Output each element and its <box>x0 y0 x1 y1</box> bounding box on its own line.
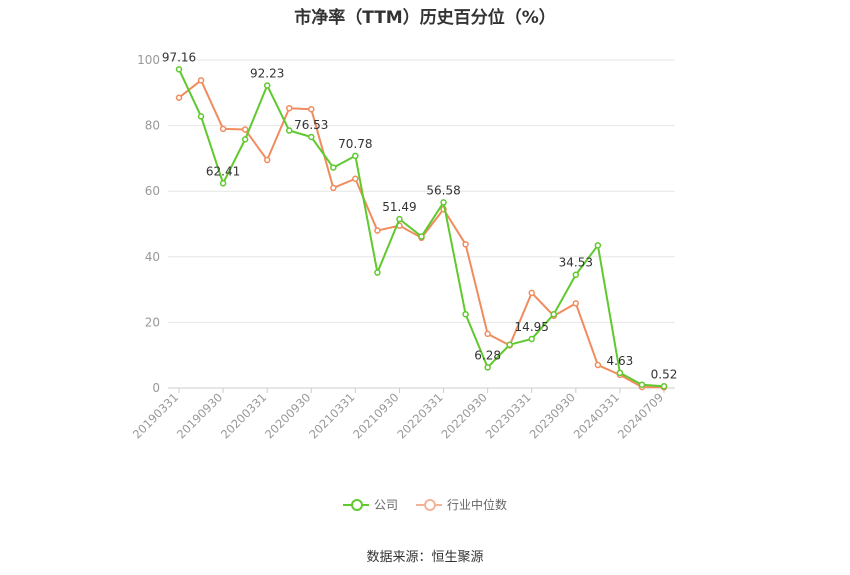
data-point-industry <box>197 77 205 84</box>
data-point-industry <box>219 125 227 133</box>
data-label: 14.95 <box>515 320 549 334</box>
legend-swatch-company <box>342 498 369 511</box>
data-point-company <box>660 383 668 390</box>
data-point-industry <box>484 330 491 338</box>
data-point-company <box>352 152 359 160</box>
data-label: 0.52 <box>651 367 678 381</box>
data-point-industry <box>241 126 249 133</box>
data-label: 92.23 <box>250 66 284 80</box>
x-tick-label: 20230930 <box>527 390 578 441</box>
legend-label-industry: 行业中位数 <box>447 498 508 512</box>
data-labels: 97.16 62.41 92.23 76.53 70.78 51.49 56.58 6.28 1… <box>162 50 678 381</box>
data-point-industry <box>594 361 602 369</box>
data-point-company <box>572 271 580 278</box>
legend-item-industry[interactable]: 行业中位数 <box>416 496 507 513</box>
data-label: 62.41 <box>206 164 240 178</box>
y-tick-label: 80 <box>145 119 160 133</box>
x-tick-label: 20220930 <box>438 390 489 441</box>
data-point-company <box>506 341 513 348</box>
chart-title: 市净率（TTM）历史百分位（%） <box>294 8 556 28</box>
y-tick-label: 100 <box>137 53 160 67</box>
x-tick-label: 20190930 <box>174 390 225 441</box>
data-point-industry <box>352 175 359 182</box>
data-point-industry <box>330 184 337 192</box>
data-point-company <box>241 136 249 143</box>
data-point-industry <box>175 94 183 101</box>
x-axis: 2019033120190930202003312020093020210331… <box>130 387 675 442</box>
data-point-industry <box>374 227 381 234</box>
x-tick-label: 20210331 <box>306 390 357 441</box>
data-point-company <box>374 269 381 276</box>
y-tick-label: 40 <box>145 250 160 264</box>
series-line-company <box>178 68 665 388</box>
data-label: 56.58 <box>426 183 460 197</box>
legend-label-company: 公司 <box>373 498 398 512</box>
data-point-company <box>285 127 293 134</box>
data-point-company <box>528 335 535 343</box>
data-point-company <box>638 381 646 388</box>
data-label: 76.53 <box>294 118 328 132</box>
data-point-company <box>219 180 227 187</box>
y-axis: 0 20 40 60 80 100 <box>137 53 160 395</box>
data-label: 34.53 <box>559 256 593 270</box>
data-point-company <box>308 133 315 141</box>
x-tick-label: 20230331 <box>483 390 534 441</box>
data-label: 4.63 <box>607 354 634 368</box>
y-tick-label: 0 <box>152 381 160 395</box>
legend-item-company[interactable]: 公司 <box>342 496 398 513</box>
data-point-company <box>175 66 183 73</box>
grid-lines <box>168 59 675 389</box>
data-point-company <box>418 233 425 240</box>
data-point-industry <box>572 300 580 307</box>
data-label: 6.28 <box>474 348 501 362</box>
data-point-industry <box>263 156 271 164</box>
data-point-company <box>197 113 205 120</box>
data-point-company <box>484 364 491 371</box>
x-tick-label: 20240331 <box>571 390 622 441</box>
data-point-industry <box>285 104 293 112</box>
series-layer <box>175 66 668 391</box>
data-point-company <box>330 164 337 171</box>
data-point-company <box>616 369 624 377</box>
x-tick-label: 20240709 <box>615 390 666 441</box>
legend: 公司 行业中位数 <box>0 496 850 513</box>
x-tick-label: 20220331 <box>394 390 445 441</box>
data-point-company <box>594 242 602 249</box>
data-label: 70.78 <box>338 137 372 151</box>
data-label: 51.49 <box>382 200 416 214</box>
data-point-company <box>263 82 271 89</box>
data-point-industry <box>528 289 535 297</box>
data-label: 97.16 <box>162 50 196 64</box>
data-point-company <box>550 310 558 318</box>
x-tick-label: 20210930 <box>350 390 401 441</box>
data-point-company <box>396 215 403 223</box>
legend-swatch-industry <box>416 498 442 511</box>
x-tick-label: 20190331 <box>130 390 181 441</box>
data-point-industry <box>308 105 315 113</box>
data-point-company <box>440 199 447 206</box>
data-point-industry <box>462 241 469 248</box>
data-point-company <box>462 310 469 318</box>
x-tick-label: 20200930 <box>262 390 313 441</box>
y-tick-label: 20 <box>145 315 160 329</box>
data-source: 数据来源：恒生聚源 <box>366 550 484 565</box>
y-tick-label: 60 <box>145 184 160 198</box>
x-tick-label: 20200331 <box>218 390 269 441</box>
